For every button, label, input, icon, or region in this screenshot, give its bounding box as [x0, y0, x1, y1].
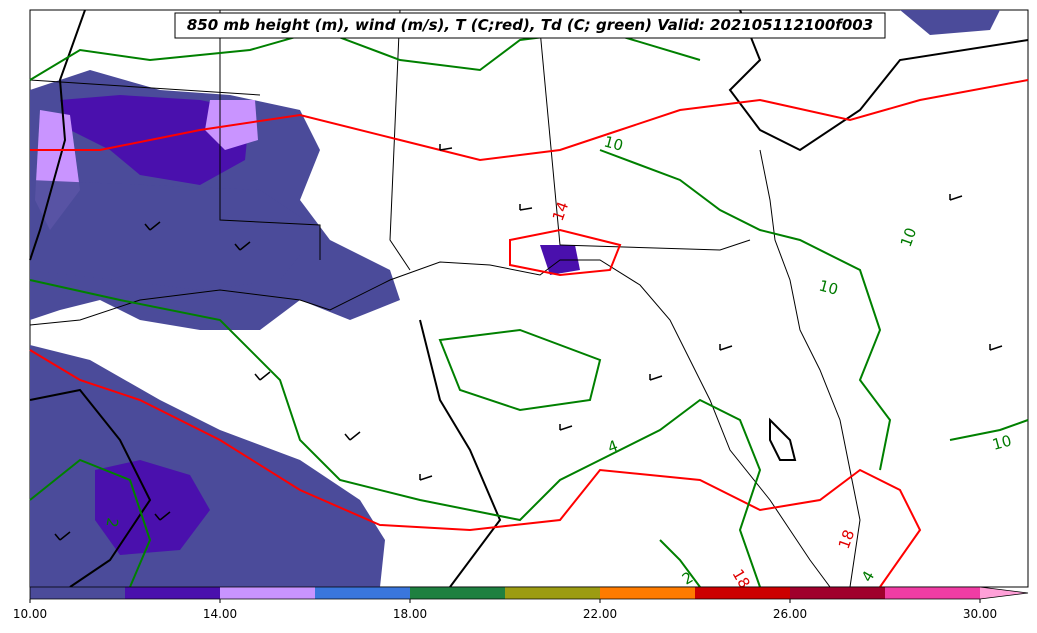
colorbar-segment [410, 587, 505, 599]
colorbar-segment [600, 587, 695, 599]
contour-label: 10 [990, 432, 1013, 454]
contour-label: 2 [102, 516, 121, 529]
colorbar-extension [980, 587, 1028, 599]
contour-label: 10 [897, 225, 920, 249]
colorbar-tick-label: 30.00 [963, 607, 997, 621]
contour-label: 10 [817, 276, 840, 298]
height-contours [29, 9, 1029, 588]
colorbar-segment [885, 587, 980, 599]
colorbar-tick-label: 14.00 [203, 607, 237, 621]
colorbar-outline [29, 586, 1029, 600]
map: 10 10 10 10 4 4 2 2 18 18 14 850 mb heig… [29, 9, 1029, 592]
contour-label: 14 [549, 199, 572, 223]
colorbar-tick-label: 26.00 [773, 607, 807, 621]
temperature-contours [29, 79, 1029, 588]
colorbar-segment [505, 587, 600, 599]
contour-label: 10 [602, 132, 625, 154]
colorbar-segment [220, 587, 315, 599]
colorbar-segment [30, 587, 125, 599]
title-box [174, 12, 886, 39]
colorbar-tick-label: 10.00 [13, 607, 47, 621]
colorbar-segment [790, 587, 885, 599]
colorbar-tick-label: 22.00 [583, 607, 617, 621]
shade-area [30, 180, 320, 290]
colorbar: 10.00 14.00 18.00 22.00 26.00 30.00 [13, 586, 1029, 621]
colorbar-segment [315, 587, 410, 599]
boundaries [29, 9, 861, 588]
colorbar-tick-label: 18.00 [393, 607, 427, 621]
colorbar-segment [695, 587, 790, 599]
shade-area [900, 10, 1000, 35]
shade-area [95, 460, 210, 555]
colorbar-segment [125, 587, 220, 599]
wind-barbs [54, 144, 1003, 541]
contour-label: 18 [835, 527, 858, 551]
map-title: 850 mb height (m), wind (m/s), T (C;red)… [187, 16, 873, 34]
